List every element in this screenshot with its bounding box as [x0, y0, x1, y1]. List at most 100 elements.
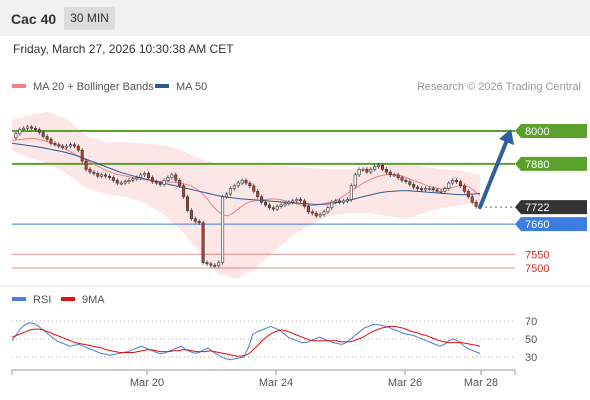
candle-body — [201, 222, 205, 263]
candle-body — [435, 189, 439, 192]
candle-body — [369, 169, 373, 173]
candle-body — [166, 177, 170, 181]
level-tag-7722 — [515, 200, 587, 215]
candle-body — [338, 200, 342, 203]
level-label-7550: 7550 — [525, 249, 549, 261]
candle-body — [357, 169, 361, 176]
candle-body — [57, 144, 61, 147]
candle-body — [84, 160, 88, 170]
rsi-tick-70: 70 — [525, 316, 537, 328]
candle-body — [439, 190, 443, 193]
candle-body — [37, 129, 41, 133]
level-label-8000: 8000 — [525, 126, 549, 138]
rsi-line — [11, 322, 481, 361]
level-label-7722: 7722 — [525, 202, 549, 214]
candle-body — [80, 149, 84, 162]
candle-body — [158, 182, 162, 185]
candle-body — [221, 196, 225, 263]
candle-body — [334, 200, 338, 203]
candle-body — [88, 169, 92, 173]
rsi-legend-label: RSI — [33, 294, 51, 306]
candle-body — [139, 174, 143, 178]
candle-body — [466, 190, 470, 198]
candle-body — [143, 173, 147, 176]
candle-body — [275, 206, 279, 210]
candle-body — [26, 126, 30, 129]
candle-body — [193, 218, 197, 222]
candle-body — [267, 204, 271, 209]
candle-body — [178, 180, 182, 187]
candle-body — [341, 200, 345, 203]
candle-body — [111, 177, 115, 181]
ma20-legend-swatch — [12, 84, 26, 88]
candle-body — [162, 180, 166, 185]
candle-body — [470, 196, 474, 203]
candle-body — [427, 188, 431, 190]
ma20-legend-label: MA 20 + Bollinger Bands — [33, 81, 154, 93]
timestamp: Friday, March 27, 2026 10:30:38 AM CET — [13, 42, 234, 56]
candle-body — [384, 169, 388, 173]
candle-body — [65, 145, 69, 148]
candle-body — [170, 174, 174, 178]
candle-body — [72, 144, 76, 147]
candle-body — [33, 127, 37, 130]
forecast-arrow-shaft — [478, 138, 509, 210]
candle-body — [431, 188, 435, 191]
candle-body — [256, 190, 260, 198]
candle-body — [380, 164, 384, 170]
candle-body — [127, 180, 131, 182]
candle-body — [115, 180, 119, 184]
timeframe-button[interactable]: 30 MIN — [64, 7, 115, 30]
candle-body — [18, 129, 22, 135]
candle-body — [182, 185, 186, 198]
candle-body — [150, 177, 154, 182]
ma9-legend-swatch — [61, 297, 75, 301]
x-tick-label: Mar 26 — [388, 377, 422, 389]
candle-body — [458, 181, 462, 187]
candle-body — [314, 212, 318, 217]
rsi-tick-30: 30 — [525, 352, 537, 364]
candle-body — [423, 188, 427, 191]
candle-body — [123, 181, 127, 184]
candle-body — [377, 164, 381, 167]
ma9-legend-label: 9MA — [82, 294, 105, 306]
candle-body — [279, 204, 283, 207]
level-label-7500: 7500 — [525, 263, 549, 275]
level-label-7660: 7660 — [525, 219, 549, 231]
candle-body — [104, 174, 108, 177]
candle-body — [244, 180, 248, 184]
candle-body — [205, 262, 209, 265]
rsi-tick-50: 50 — [525, 334, 537, 346]
candle-body — [174, 174, 178, 181]
candle-body — [96, 173, 100, 177]
candle-body — [412, 184, 416, 188]
candle-body — [474, 201, 478, 207]
candle-body — [135, 177, 139, 180]
candle-body — [29, 126, 33, 129]
candle-body — [451, 180, 455, 184]
candle-body — [228, 188, 232, 195]
x-tick-label: Mar 24 — [259, 377, 293, 389]
candle-body — [131, 178, 135, 181]
candle-body — [330, 201, 334, 209]
x-tick-label: Mar 20 — [130, 377, 164, 389]
candle-body — [147, 173, 151, 178]
candle-body — [213, 264, 217, 267]
candle-body — [353, 174, 357, 187]
candle-body — [400, 177, 404, 181]
candle-body — [45, 136, 49, 140]
candle-body — [41, 132, 45, 137]
candle-body — [271, 207, 275, 210]
candle-body — [404, 180, 408, 182]
candle-body — [365, 169, 369, 173]
ma50-line — [11, 142, 481, 205]
candle-body — [154, 181, 158, 184]
candle-body — [14, 133, 18, 139]
candle-body — [299, 199, 303, 202]
ma9-line — [11, 325, 481, 357]
candle-body — [455, 180, 459, 182]
candle-body — [345, 199, 349, 202]
candle-body — [225, 193, 229, 198]
